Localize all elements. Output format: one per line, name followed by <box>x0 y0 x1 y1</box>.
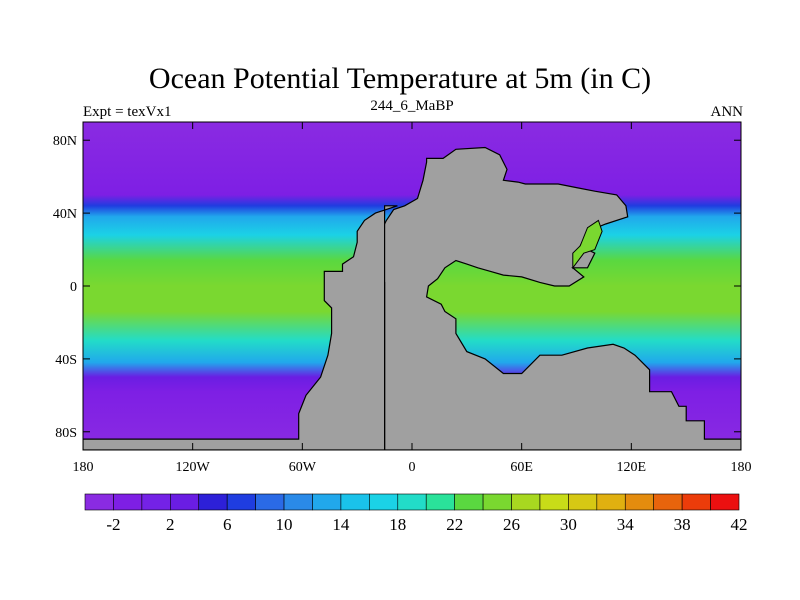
inner-gulf <box>572 219 603 270</box>
colorbar-swatch <box>226 493 256 511</box>
colorbar-swatch <box>397 493 427 511</box>
colorbar-swatch <box>170 493 200 511</box>
colorbar-swatch <box>340 493 370 511</box>
x-tick-label: 0 <box>409 460 416 475</box>
x-tick-label: 120W <box>176 460 211 475</box>
colorbar-swatch <box>596 493 626 511</box>
x-tick-label: 180 <box>73 460 94 475</box>
colorbar-label: 6 <box>223 515 232 534</box>
colorbar-label: 14 <box>332 515 350 534</box>
colorbar-swatch <box>312 493 342 511</box>
colorbar-label: 18 <box>389 515 406 534</box>
x-tick-label: 60E <box>510 460 533 475</box>
colorbar-label: 26 <box>503 515 520 534</box>
colorbar: -2 2 6 10 14 18 22 26 30 34 38 42 <box>84 493 748 534</box>
x-tick-label: 180 <box>731 460 752 475</box>
chart-title: Ocean Potential Temperature at 5m (in C) <box>148 62 652 95</box>
colorbar-swatch <box>141 493 171 511</box>
colorbar-swatch <box>568 493 598 511</box>
colorbar-label: 30 <box>560 515 577 534</box>
land-layer <box>83 146 741 450</box>
colorbar-swatch <box>84 493 114 511</box>
y-tick-label: 40S <box>55 353 77 368</box>
x-tick-label: 120E <box>617 460 647 475</box>
period-label: 244_6_MaBP <box>370 98 454 114</box>
colorbar-label: 22 <box>446 515 463 534</box>
x-tick-label: 60W <box>289 460 317 475</box>
colorbar-swatch <box>425 493 455 511</box>
colorbar-swatch <box>255 493 285 511</box>
colorbar-swatch <box>681 493 711 511</box>
colorbar-swatch <box>624 493 654 511</box>
colorbar-swatch <box>454 493 484 511</box>
season-label: ANN <box>710 104 744 120</box>
colorbar-swatch <box>539 493 569 511</box>
american-continent <box>360 146 741 450</box>
colorbar-swatch <box>482 493 512 511</box>
y-tick-label: 80N <box>53 134 77 149</box>
colorbar-label: 42 <box>731 515 748 534</box>
y-tick-label: 80S <box>55 426 77 441</box>
colorbar-label: 34 <box>617 515 635 534</box>
colorbar-label: -2 <box>106 515 120 534</box>
experiment-label: Expt = texVx1 <box>83 104 172 120</box>
colorbar-swatch <box>198 493 228 511</box>
y-tick-label: 40N <box>53 207 77 222</box>
colorbar-swatch <box>653 493 683 511</box>
colorbar-swatch <box>710 493 740 511</box>
x-axis: 180 120W 60W 0 60E 120E 180 <box>73 122 752 475</box>
colorbar-swatch <box>511 493 541 511</box>
colorbar-swatch <box>369 493 399 511</box>
colorbar-label: 38 <box>674 515 691 534</box>
y-tick-label: 0 <box>70 280 77 295</box>
colorbar-swatch <box>113 493 143 511</box>
south-america <box>83 205 398 450</box>
y-axis: 80N 40N 0 40S 80S <box>53 134 741 441</box>
colorbar-label: 2 <box>166 515 175 534</box>
colorbar-label: 10 <box>276 515 293 534</box>
colorbar-swatch <box>283 493 313 511</box>
